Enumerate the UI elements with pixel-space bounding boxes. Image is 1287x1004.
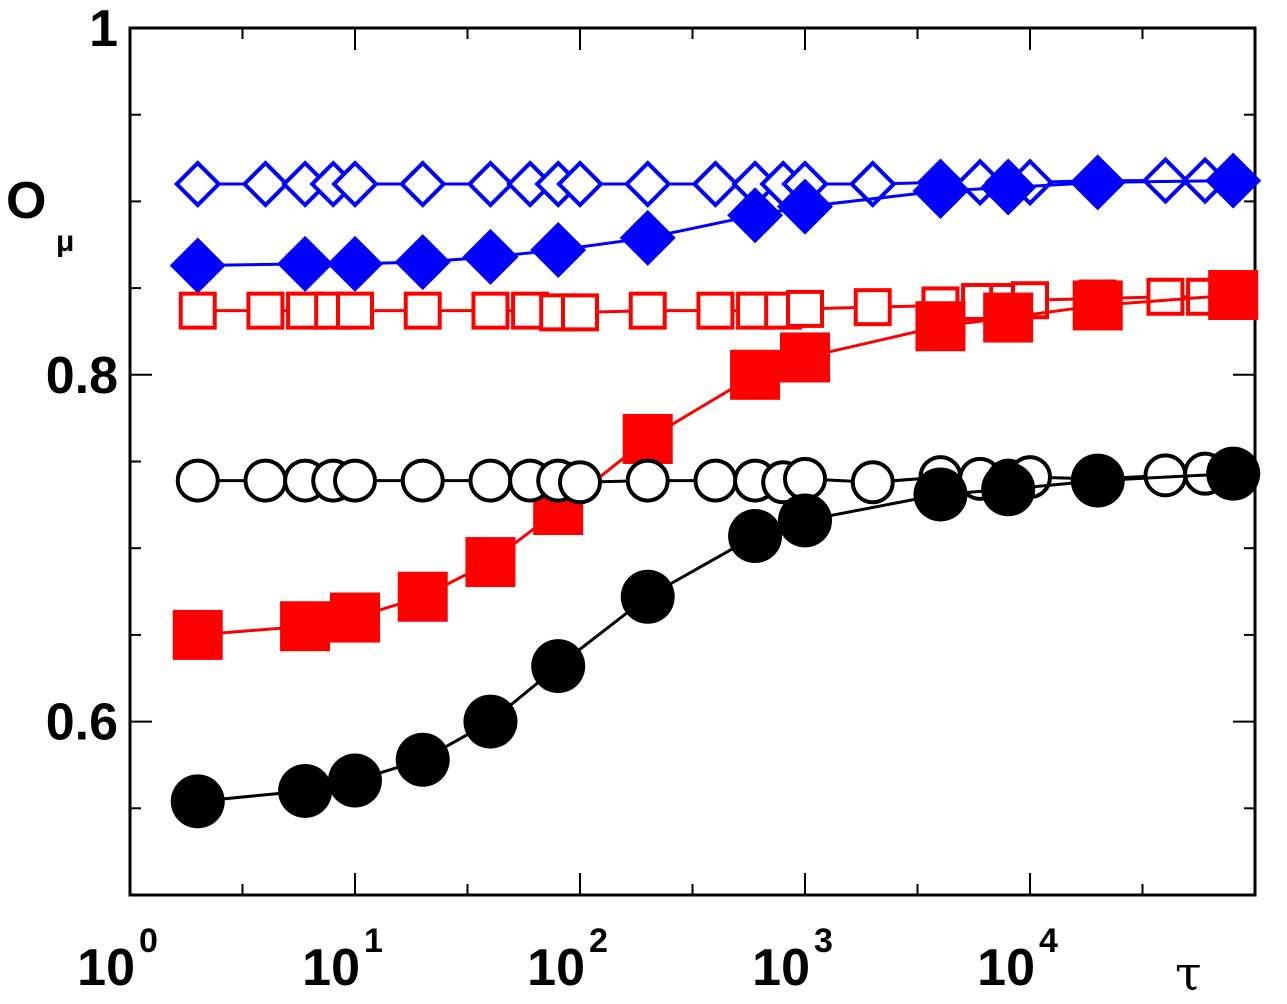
series-diamond-filled bbox=[169, 152, 1262, 294]
series-circle-filled bbox=[170, 446, 1261, 829]
x-tick-label-base: 10 bbox=[527, 939, 585, 997]
data-point bbox=[398, 160, 447, 208]
data-point bbox=[696, 291, 735, 330]
data-point bbox=[172, 609, 223, 660]
data-point bbox=[913, 467, 968, 522]
data-point bbox=[394, 234, 451, 291]
data-point bbox=[693, 458, 738, 503]
data-point bbox=[333, 458, 377, 503]
data-point bbox=[728, 509, 783, 564]
data-point bbox=[912, 162, 969, 219]
data-point bbox=[983, 292, 1034, 343]
data-point bbox=[277, 235, 334, 292]
data-point bbox=[786, 289, 824, 328]
data-point bbox=[169, 237, 226, 294]
data-point bbox=[783, 456, 827, 501]
data-point bbox=[622, 413, 673, 464]
data-point bbox=[178, 291, 217, 330]
data-point bbox=[395, 732, 450, 787]
data-point bbox=[530, 221, 587, 278]
x-tick-label-base: 10 bbox=[302, 939, 360, 997]
data-point bbox=[853, 288, 892, 327]
y-axis-label: O bbox=[6, 172, 46, 230]
x-tick-label-exponent: 3 bbox=[814, 922, 833, 960]
data-point bbox=[400, 458, 445, 503]
data-point bbox=[780, 332, 830, 383]
data-point bbox=[241, 160, 290, 208]
data-point bbox=[1205, 152, 1262, 209]
data-point bbox=[330, 592, 380, 643]
data-point bbox=[465, 537, 516, 588]
data-point bbox=[243, 458, 288, 503]
data-point bbox=[173, 160, 222, 208]
data-point bbox=[397, 571, 448, 622]
data-point bbox=[628, 291, 667, 330]
data-point bbox=[462, 228, 519, 285]
data-point bbox=[280, 601, 331, 652]
data-point bbox=[278, 763, 333, 818]
data-point bbox=[620, 569, 675, 624]
data-point bbox=[1208, 270, 1259, 321]
data-point bbox=[777, 178, 833, 235]
data-point bbox=[915, 301, 966, 352]
data-point bbox=[556, 160, 604, 208]
data-point bbox=[691, 160, 740, 208]
y-axis-label-subscript: μ bbox=[56, 225, 74, 258]
data-point bbox=[850, 460, 895, 505]
data-point bbox=[619, 209, 676, 266]
data-point bbox=[1070, 453, 1125, 508]
x-tick-label-exponent: 1 bbox=[364, 922, 383, 960]
data-point bbox=[1069, 154, 1126, 211]
data-point bbox=[980, 159, 1037, 216]
x-tick-label-base: 10 bbox=[77, 939, 135, 997]
x-axis-label: τ bbox=[1175, 946, 1202, 1002]
y-tick-label: 0.6 bbox=[46, 694, 118, 752]
data-point bbox=[1146, 277, 1185, 316]
data-point bbox=[466, 160, 515, 208]
data-point bbox=[471, 291, 510, 330]
data-point bbox=[246, 291, 285, 330]
data-point bbox=[623, 160, 672, 208]
data-point bbox=[170, 774, 225, 829]
data-point bbox=[848, 160, 897, 208]
data-point bbox=[328, 753, 382, 808]
x-tick-label-base: 10 bbox=[752, 939, 810, 997]
x-tick-label-exponent: 2 bbox=[589, 922, 608, 960]
data-point bbox=[331, 160, 379, 208]
data-point bbox=[1206, 446, 1261, 501]
data-point bbox=[403, 291, 442, 330]
y-tick-label: 1 bbox=[89, 0, 118, 58]
series-layer bbox=[169, 152, 1262, 829]
data-point bbox=[327, 235, 383, 292]
data-point bbox=[463, 694, 518, 749]
x-tick-label-base: 10 bbox=[977, 939, 1035, 997]
data-point bbox=[727, 187, 784, 244]
data-point bbox=[730, 349, 781, 400]
data-point bbox=[778, 493, 832, 548]
data-point bbox=[531, 639, 586, 694]
data-point bbox=[336, 291, 374, 330]
x-tick-label-exponent: 4 bbox=[1039, 922, 1058, 960]
data-point bbox=[561, 293, 599, 332]
data-point bbox=[981, 462, 1036, 517]
data-point bbox=[175, 458, 220, 503]
data-point bbox=[625, 458, 670, 503]
data-point bbox=[558, 460, 602, 505]
y-tick-label: 0.8 bbox=[46, 347, 118, 405]
x-tick-label-exponent: 0 bbox=[139, 922, 158, 960]
data-point bbox=[1072, 280, 1123, 331]
series-square-filled bbox=[172, 270, 1259, 660]
data-point bbox=[468, 458, 513, 503]
